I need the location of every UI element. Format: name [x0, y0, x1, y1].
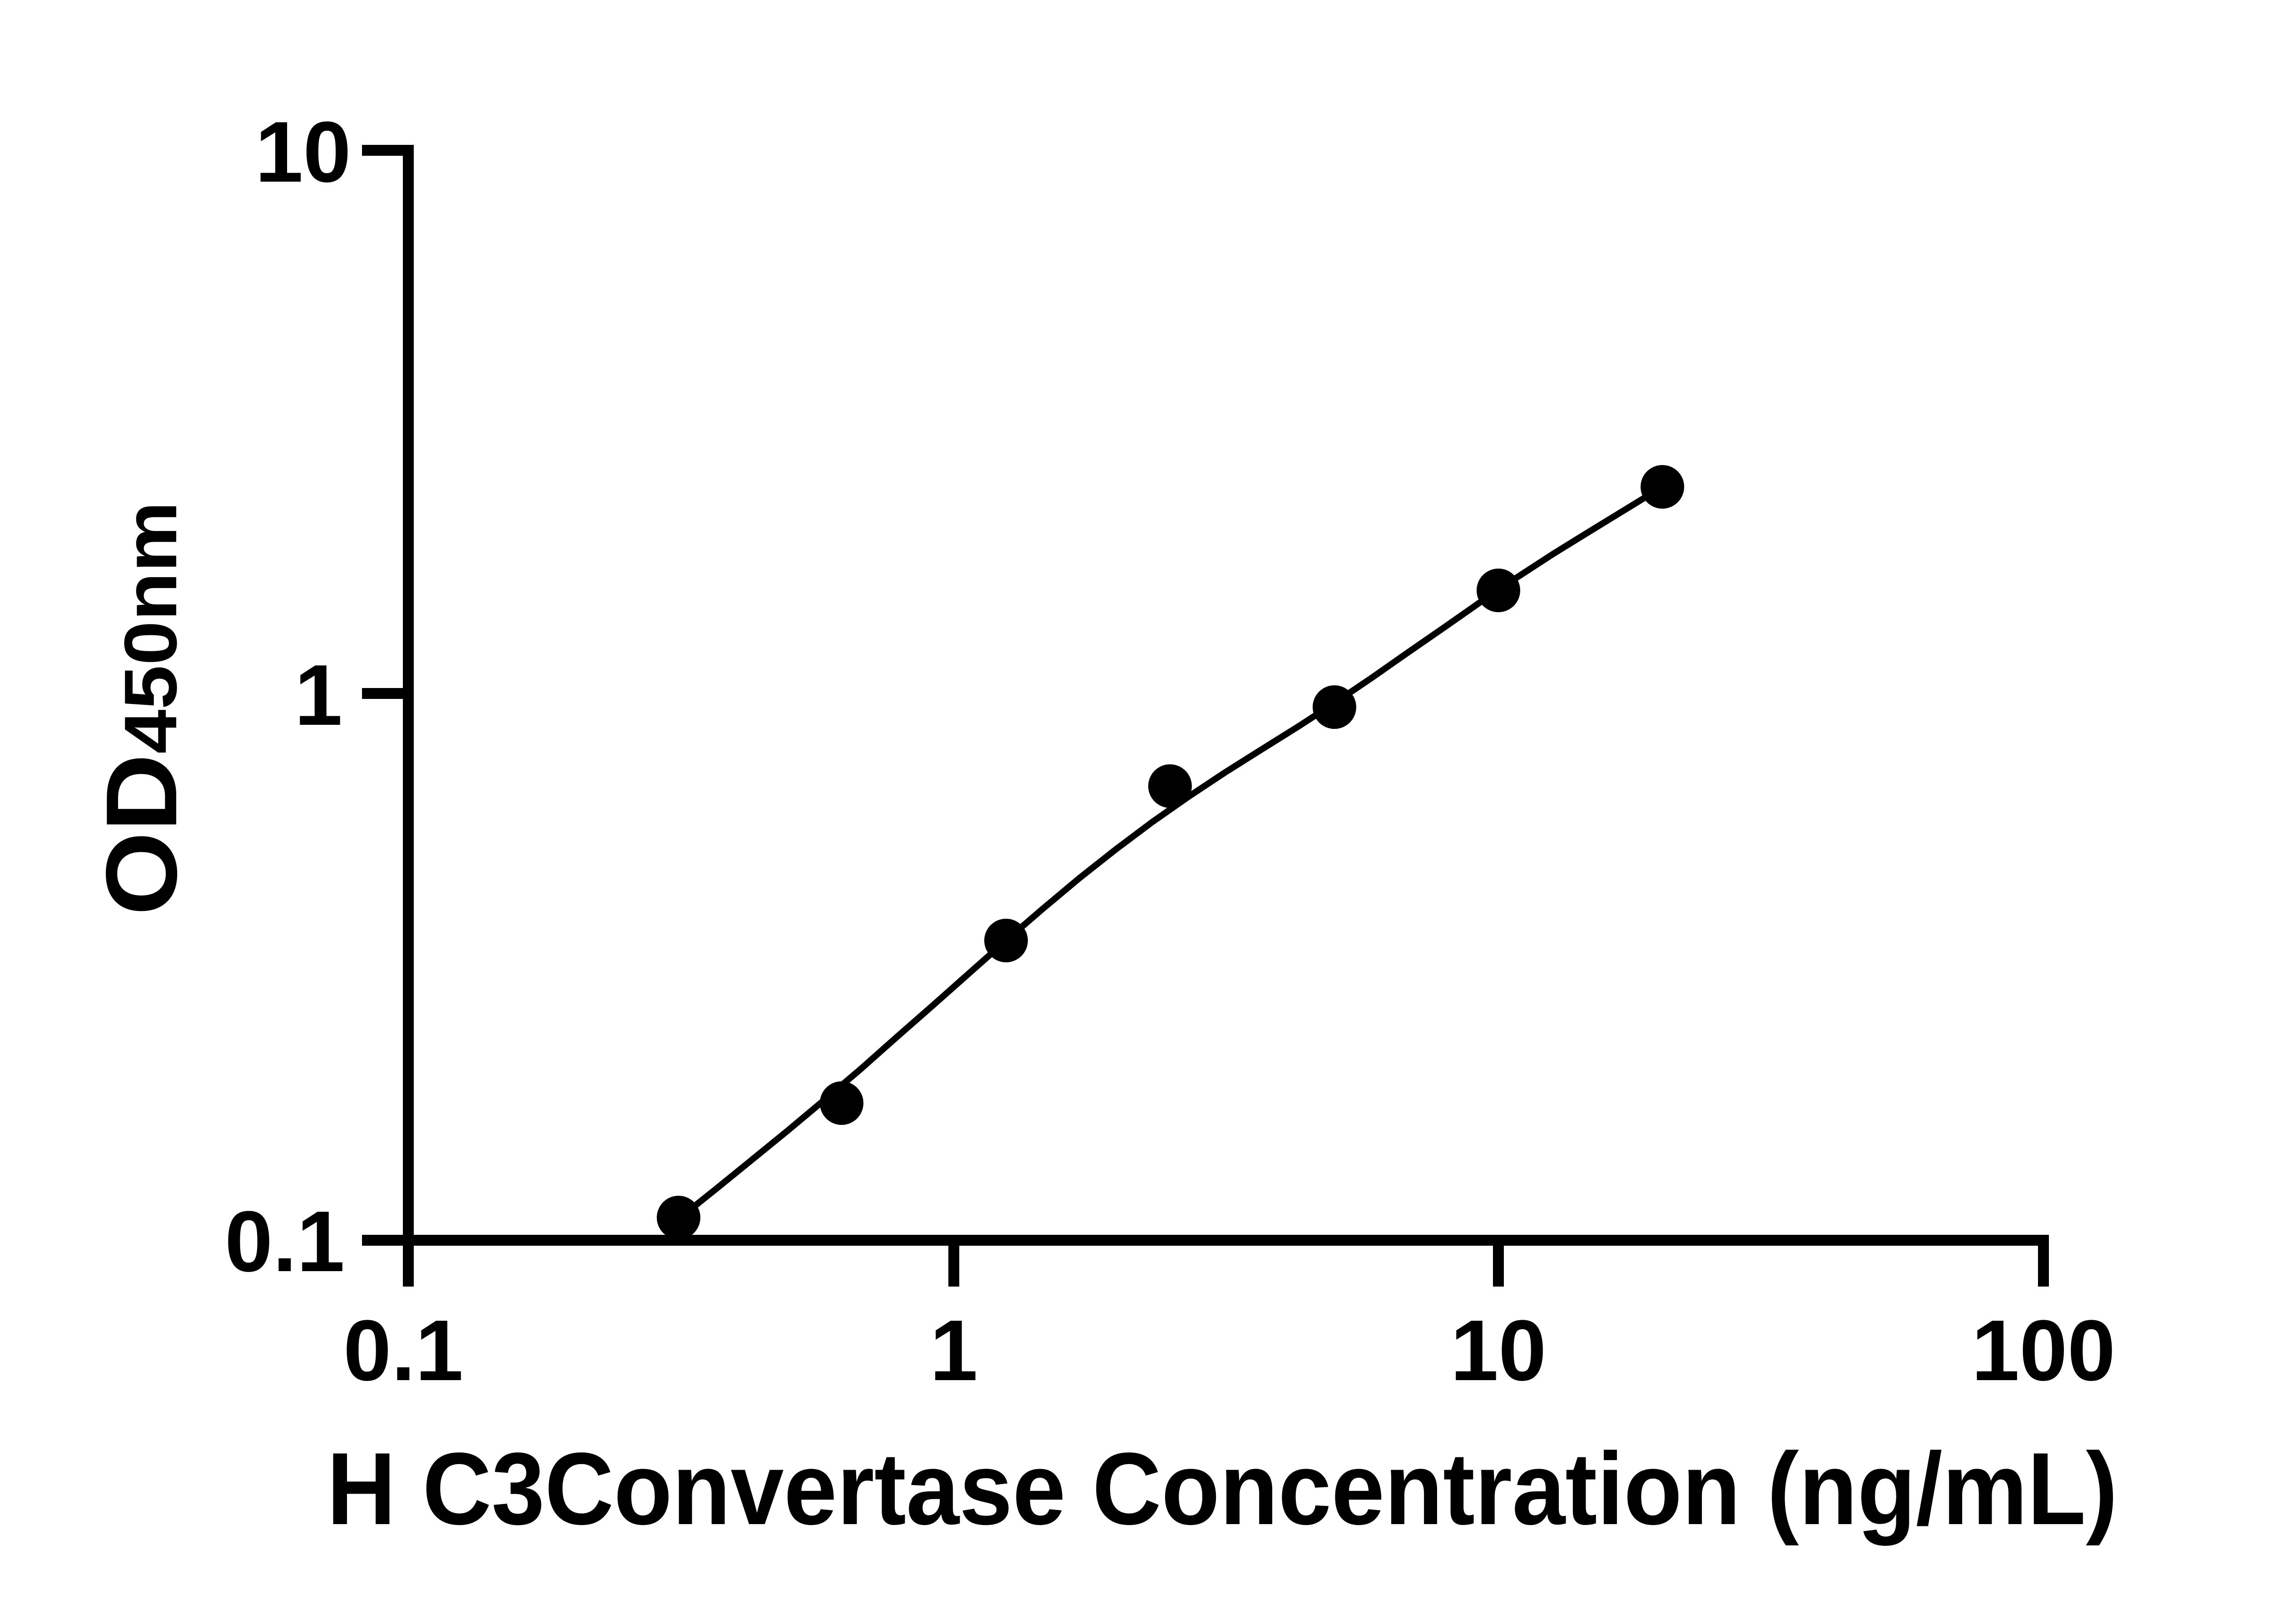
svg-text:OD450nm: OD450nm — [85, 501, 198, 916]
svg-text:10: 10 — [1450, 1302, 1546, 1399]
svg-text:0.1: 0.1 — [343, 1302, 463, 1399]
svg-text:1: 1 — [930, 1302, 978, 1399]
svg-text:H C3Convertase Concentration (: H C3Convertase Concentration (ng/mL) — [327, 1431, 2118, 1546]
svg-text:100: 100 — [1971, 1302, 2115, 1399]
svg-text:0.1: 0.1 — [225, 1193, 345, 1290]
svg-text:10: 10 — [255, 104, 351, 200]
svg-text:1: 1 — [294, 647, 342, 743]
